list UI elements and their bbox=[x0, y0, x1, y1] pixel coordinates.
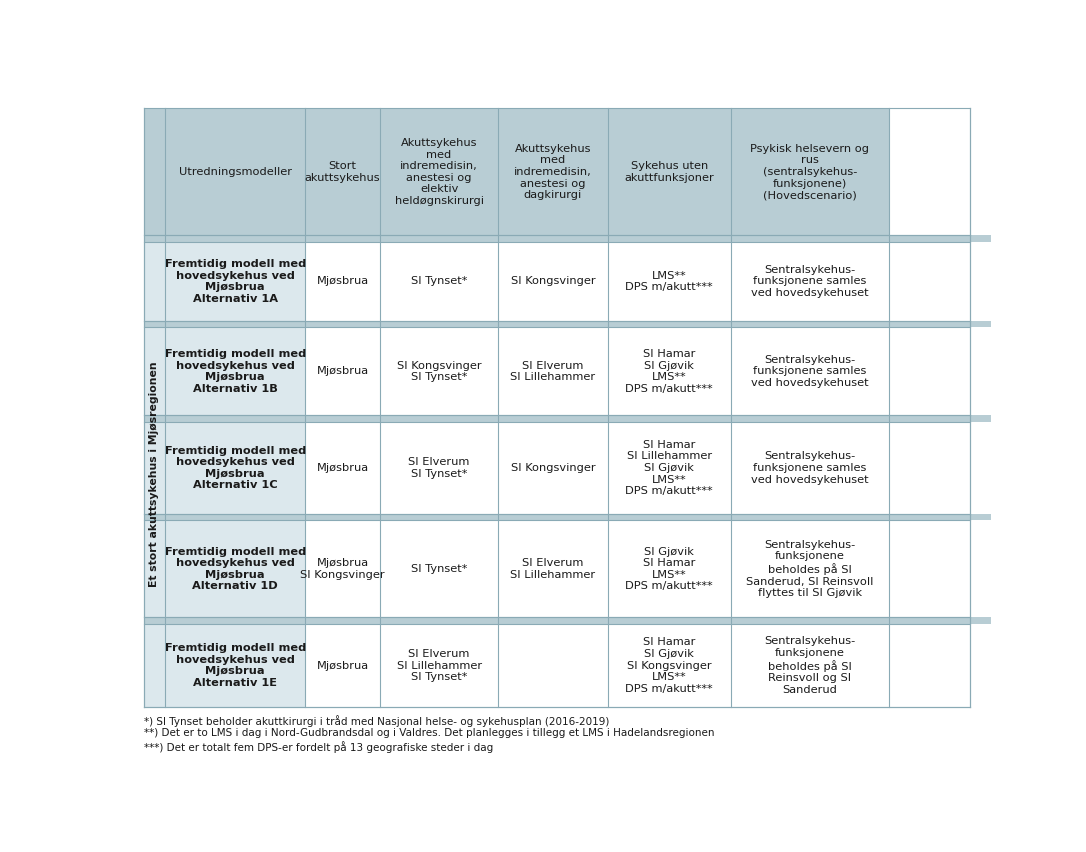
Bar bbox=[143, 108, 165, 235]
Text: SI Elverum
SI Lillehammer: SI Elverum SI Lillehammer bbox=[510, 558, 595, 579]
Bar bbox=[305, 108, 380, 235]
Text: Sentralsykehus-
funksjonene samles
ved hovedsykehuset: Sentralsykehus- funksjonene samles ved h… bbox=[752, 354, 869, 388]
Bar bbox=[380, 108, 498, 235]
Text: SI Hamar
SI Gjøvik
LMS**
DPS m/akutt***: SI Hamar SI Gjøvik LMS** DPS m/akutt*** bbox=[626, 349, 714, 394]
Bar bbox=[143, 515, 992, 521]
Text: LMS**
DPS m/akutt***: LMS** DPS m/akutt*** bbox=[626, 271, 714, 292]
Bar bbox=[498, 521, 608, 618]
Bar bbox=[305, 422, 380, 515]
Text: SI Kongsvinger: SI Kongsvinger bbox=[510, 276, 595, 286]
Bar bbox=[143, 422, 165, 515]
Text: SI Tynset*: SI Tynset* bbox=[411, 276, 467, 286]
Text: Utredningsmodeller: Utredningsmodeller bbox=[179, 167, 292, 177]
Bar bbox=[165, 327, 305, 416]
Text: Sentralsykehus-
funksjonene
beholdes på SI
Sanderud, SI Reinsvoll
flyttes til SI: Sentralsykehus- funksjonene beholdes på … bbox=[746, 539, 873, 598]
Bar bbox=[165, 242, 305, 321]
Bar bbox=[731, 521, 889, 618]
Bar bbox=[165, 422, 305, 515]
Text: Sentralsykehus-
funksjonene
beholdes på SI
Reinsvoll og SI
Sanderud: Sentralsykehus- funksjonene beholdes på … bbox=[765, 636, 856, 695]
Text: Akuttsykehus
med
indremedisin,
anestesi og
dagkirurgi: Akuttsykehus med indremedisin, anestesi … bbox=[514, 144, 592, 200]
Text: ***) Det er totalt fem DPS-er fordelt på 13 geografiske steder i dag: ***) Det er totalt fem DPS-er fordelt på… bbox=[143, 741, 493, 753]
Text: Fremtidig modell med
hovedsykehus ved
Mjøsbrua
Alternativ 1B: Fremtidig modell med hovedsykehus ved Mj… bbox=[165, 349, 306, 394]
Text: Psykisk helsevern og
rus
(sentralsykehus-
funksjonene)
(Hovedscenario): Psykisk helsevern og rus (sentralsykehus… bbox=[750, 144, 870, 200]
Text: SI Elverum
SI Lillehammer
SI Tynset*: SI Elverum SI Lillehammer SI Tynset* bbox=[396, 649, 482, 682]
Bar bbox=[143, 321, 992, 327]
Bar bbox=[731, 327, 889, 416]
Bar bbox=[731, 108, 889, 235]
Text: Mjøsbrua: Mjøsbrua bbox=[316, 366, 368, 377]
Text: SI Hamar
SI Lillehammer
SI Gjøvik
LMS**
DPS m/akutt***: SI Hamar SI Lillehammer SI Gjøvik LMS** … bbox=[626, 440, 714, 496]
Bar bbox=[380, 242, 498, 321]
Text: Stort
akuttsykehus: Stort akuttsykehus bbox=[305, 161, 380, 182]
Bar bbox=[380, 327, 498, 416]
Bar bbox=[305, 624, 380, 707]
Bar bbox=[380, 624, 498, 707]
Bar bbox=[143, 416, 992, 422]
Bar bbox=[143, 235, 992, 242]
Text: Et stort akuttsykehus i Mjøsregionen: Et stort akuttsykehus i Mjøsregionen bbox=[150, 362, 160, 587]
Bar bbox=[608, 422, 731, 515]
Text: Fremtidig modell med
hovedsykehus ved
Mjøsbrua
Alternativ 1D: Fremtidig modell med hovedsykehus ved Mj… bbox=[165, 546, 306, 591]
Bar bbox=[305, 327, 380, 416]
Text: *) SI Tynset beholder akuttkirurgi i tråd med Nasjonal helse- og sykehusplan (20: *) SI Tynset beholder akuttkirurgi i trå… bbox=[143, 715, 609, 727]
Bar bbox=[731, 242, 889, 321]
Bar bbox=[165, 108, 305, 235]
Text: Mjøsbrua: Mjøsbrua bbox=[316, 463, 368, 473]
Text: **) Det er to LMS i dag i Nord-Gudbrandsdal og i Valdres. Det planlegges i tille: **) Det er to LMS i dag i Nord-Gudbrands… bbox=[143, 728, 714, 738]
Bar bbox=[498, 422, 608, 515]
Text: SI Tynset*: SI Tynset* bbox=[411, 564, 467, 574]
Text: Fremtidig modell med
hovedsykehus ved
Mjøsbrua
Alternativ 1A: Fremtidig modell med hovedsykehus ved Mj… bbox=[165, 259, 306, 303]
Bar bbox=[143, 624, 165, 707]
Text: Mjøsbrua
SI Kongsvinger: Mjøsbrua SI Kongsvinger bbox=[300, 558, 384, 579]
Text: SI Elverum
SI Lillehammer: SI Elverum SI Lillehammer bbox=[510, 360, 595, 382]
Text: Fremtidig modell med
hovedsykehus ved
Mjøsbrua
Alternativ 1C: Fremtidig modell med hovedsykehus ved Mj… bbox=[165, 446, 306, 490]
Bar bbox=[380, 521, 498, 618]
Bar bbox=[498, 242, 608, 321]
Bar bbox=[380, 422, 498, 515]
Text: Mjøsbrua: Mjøsbrua bbox=[316, 276, 368, 286]
Text: SI Gjøvik
SI Hamar
LMS**
DPS m/akutt***: SI Gjøvik SI Hamar LMS** DPS m/akutt*** bbox=[626, 546, 714, 591]
Bar bbox=[143, 327, 165, 416]
Bar bbox=[731, 624, 889, 707]
Text: SI Kongsvinger: SI Kongsvinger bbox=[510, 463, 595, 473]
Bar bbox=[608, 242, 731, 321]
Text: SI Kongsvinger
SI Tynset*: SI Kongsvinger SI Tynset* bbox=[396, 360, 481, 382]
Text: Fremtidig modell med
hovedsykehus ved
Mjøsbrua
Alternativ 1E: Fremtidig modell med hovedsykehus ved Mj… bbox=[165, 643, 306, 688]
Bar bbox=[608, 108, 731, 235]
Bar bbox=[165, 624, 305, 707]
Bar bbox=[608, 624, 731, 707]
Bar bbox=[143, 242, 165, 321]
Bar bbox=[498, 327, 608, 416]
Bar bbox=[143, 618, 992, 624]
Text: SI Elverum
SI Tynset*: SI Elverum SI Tynset* bbox=[408, 458, 470, 479]
Bar bbox=[165, 521, 305, 618]
Text: Mjøsbrua: Mjøsbrua bbox=[316, 660, 368, 671]
Text: Sentralsykehus-
funksjonene samles
ved hovedsykehuset: Sentralsykehus- funksjonene samles ved h… bbox=[752, 452, 869, 485]
Text: Sykehus uten
akuttfunksjoner: Sykehus uten akuttfunksjoner bbox=[624, 161, 715, 182]
Bar bbox=[731, 422, 889, 515]
Bar bbox=[305, 521, 380, 618]
Bar bbox=[608, 521, 731, 618]
Bar bbox=[143, 521, 165, 618]
Text: Akuttsykehus
med
indremedisin,
anestesi og
elektiv
heldøgnskirurgi: Akuttsykehus med indremedisin, anestesi … bbox=[394, 138, 483, 206]
Text: Sentralsykehus-
funksjonene samles
ved hovedsykehuset: Sentralsykehus- funksjonene samles ved h… bbox=[752, 265, 869, 298]
Bar bbox=[608, 327, 731, 416]
Bar bbox=[498, 108, 608, 235]
Text: SI Hamar
SI Gjøvik
SI Kongsvinger
LMS**
DPS m/akutt***: SI Hamar SI Gjøvik SI Kongsvinger LMS** … bbox=[626, 637, 714, 694]
Bar bbox=[305, 242, 380, 321]
Bar bbox=[498, 624, 608, 707]
